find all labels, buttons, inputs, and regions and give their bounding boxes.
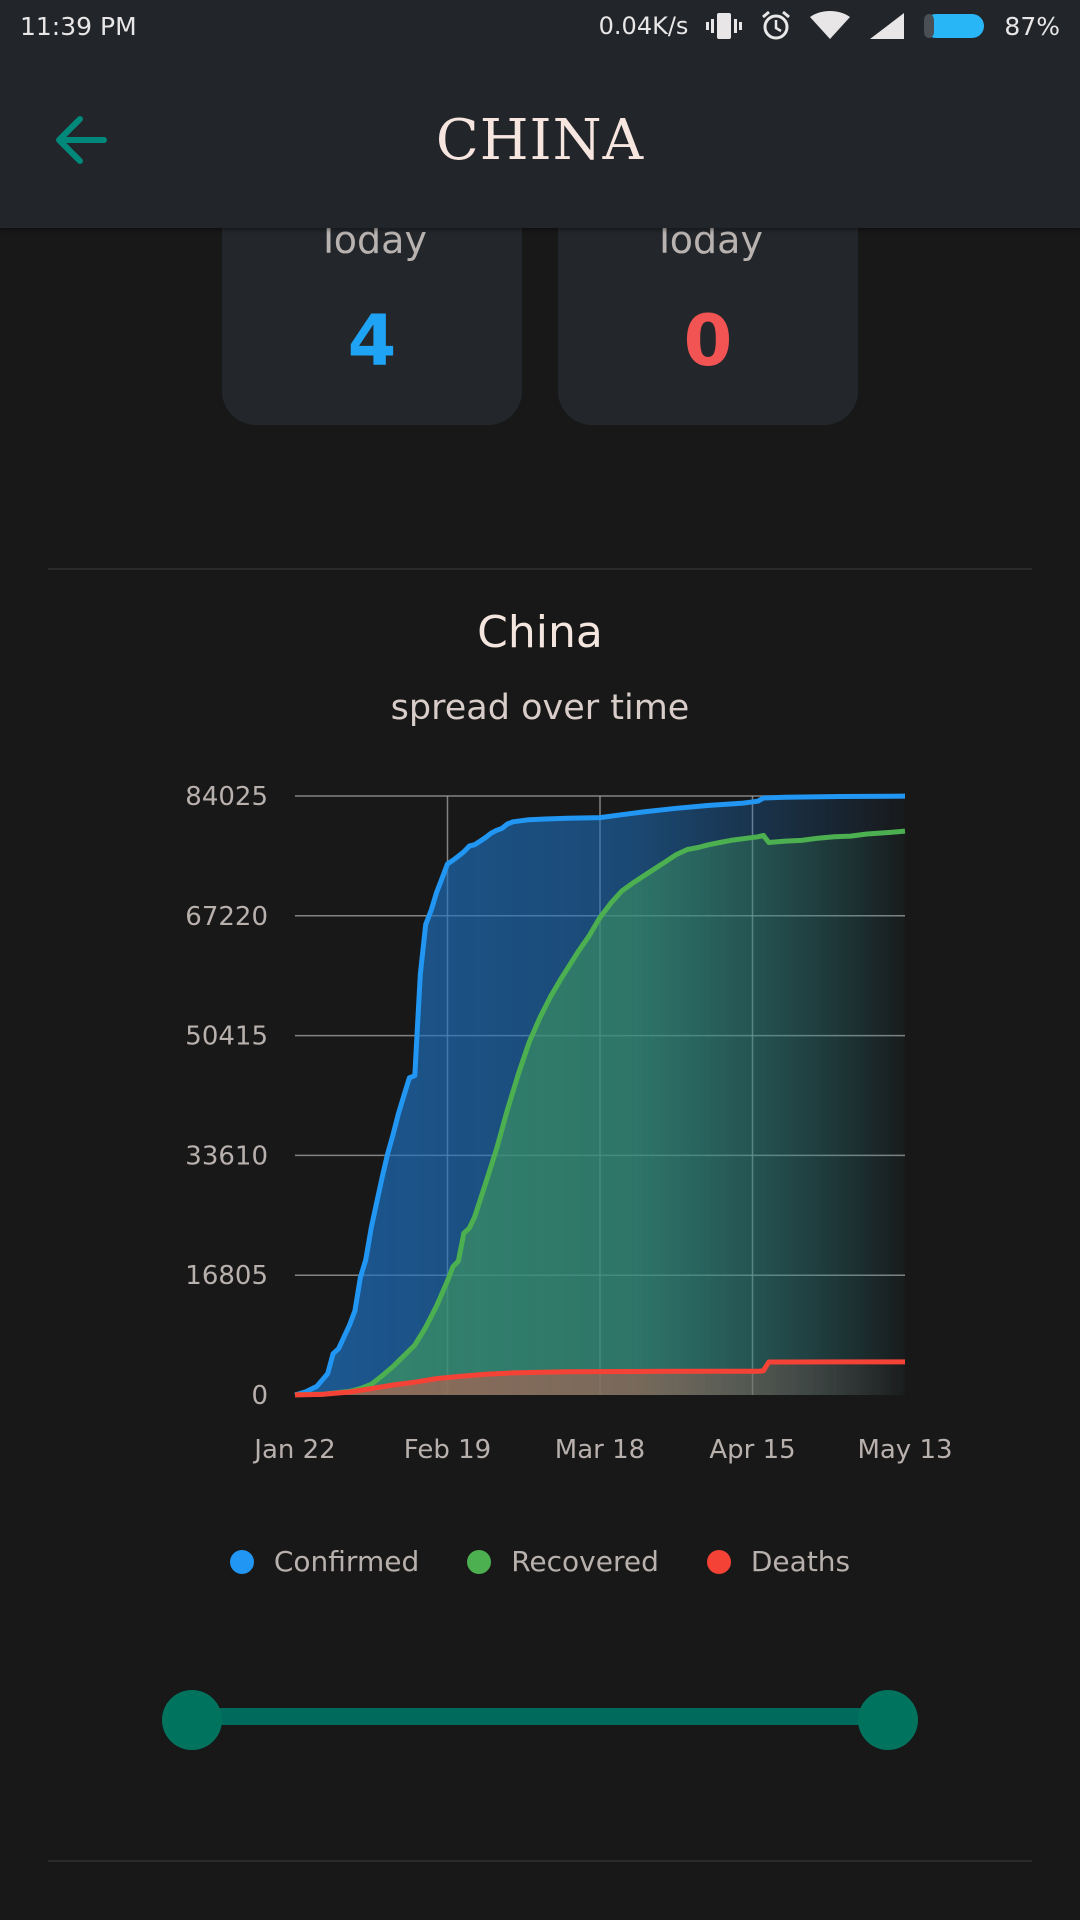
legend-item-deaths: Deaths: [706, 1545, 851, 1578]
y-tick-label: 50415: [185, 1022, 268, 1052]
card-value: 0: [683, 300, 733, 382]
status-time: 11:39 PM: [20, 12, 137, 41]
battery-percent: 87%: [1004, 11, 1060, 41]
x-tick-label: Mar 18: [555, 1435, 645, 1465]
status-icons: 0.04K/s 87%: [599, 10, 1060, 42]
page-title: CHINA: [435, 108, 645, 173]
status-bar: 11:39 PM 0.04K/s 87%: [0, 0, 1080, 58]
chart-title: China: [477, 607, 603, 658]
arrow-left-icon: [56, 116, 107, 164]
x-tick-label: Feb 19: [404, 1435, 491, 1465]
y-tick-label: 33610: [185, 1141, 268, 1171]
series-line-recovered: [294, 828, 906, 1398]
app-bar: CHINA: [0, 58, 1080, 228]
series-line-confirmed: [294, 793, 906, 1398]
signal-icon: [868, 11, 906, 41]
divider: [48, 568, 1032, 570]
legend-label: Confirmed: [273, 1545, 420, 1578]
legend-label: Deaths: [750, 1545, 851, 1578]
area-deaths: [295, 1361, 905, 1395]
legend-item-recovered: Recovered: [467, 1545, 659, 1578]
legend-item-confirmed: Confirmed: [229, 1545, 420, 1578]
legend-dot: [706, 1549, 731, 1574]
legend-label: Recovered: [511, 1545, 659, 1578]
area-recovered: [295, 831, 905, 1395]
y-tick-label: 0: [251, 1381, 268, 1411]
slider-start-thumb[interactable]: [162, 1690, 222, 1750]
vibrate-icon: [706, 11, 743, 41]
y-tick-label: 67220: [185, 902, 268, 932]
network-speed: 0.04K/s: [598, 12, 689, 40]
x-tick-label: Jan 22: [252, 1435, 335, 1465]
chart-subtitle: spread over time: [390, 688, 690, 728]
back-button[interactable]: [50, 110, 120, 170]
x-tick-label: May 13: [857, 1435, 952, 1465]
spread-chart: 0 16805 33610 50415 67220 84025 Jan 22 Feb 19 Ma…: [185, 782, 952, 1465]
legend-dot: [467, 1549, 492, 1574]
card-value: 4: [347, 300, 397, 382]
chart-legend: Confirmed Recovered Deaths: [0, 1545, 1080, 1578]
wifi-icon: [810, 11, 851, 41]
series-line-deaths: [294, 1359, 905, 1398]
slider-track: [192, 1708, 888, 1725]
alarm-icon: [760, 10, 792, 42]
divider: [48, 1860, 1032, 1862]
y-tick-label: 16805: [185, 1261, 268, 1291]
legend-dot: [229, 1549, 254, 1574]
x-tick-label: Apr 15: [709, 1435, 795, 1465]
slider-end-thumb[interactable]: [858, 1690, 918, 1750]
date-range-slider[interactable]: [162, 1690, 918, 1750]
battery-icon: [924, 11, 986, 41]
y-tick-label: 84025: [185, 782, 268, 812]
